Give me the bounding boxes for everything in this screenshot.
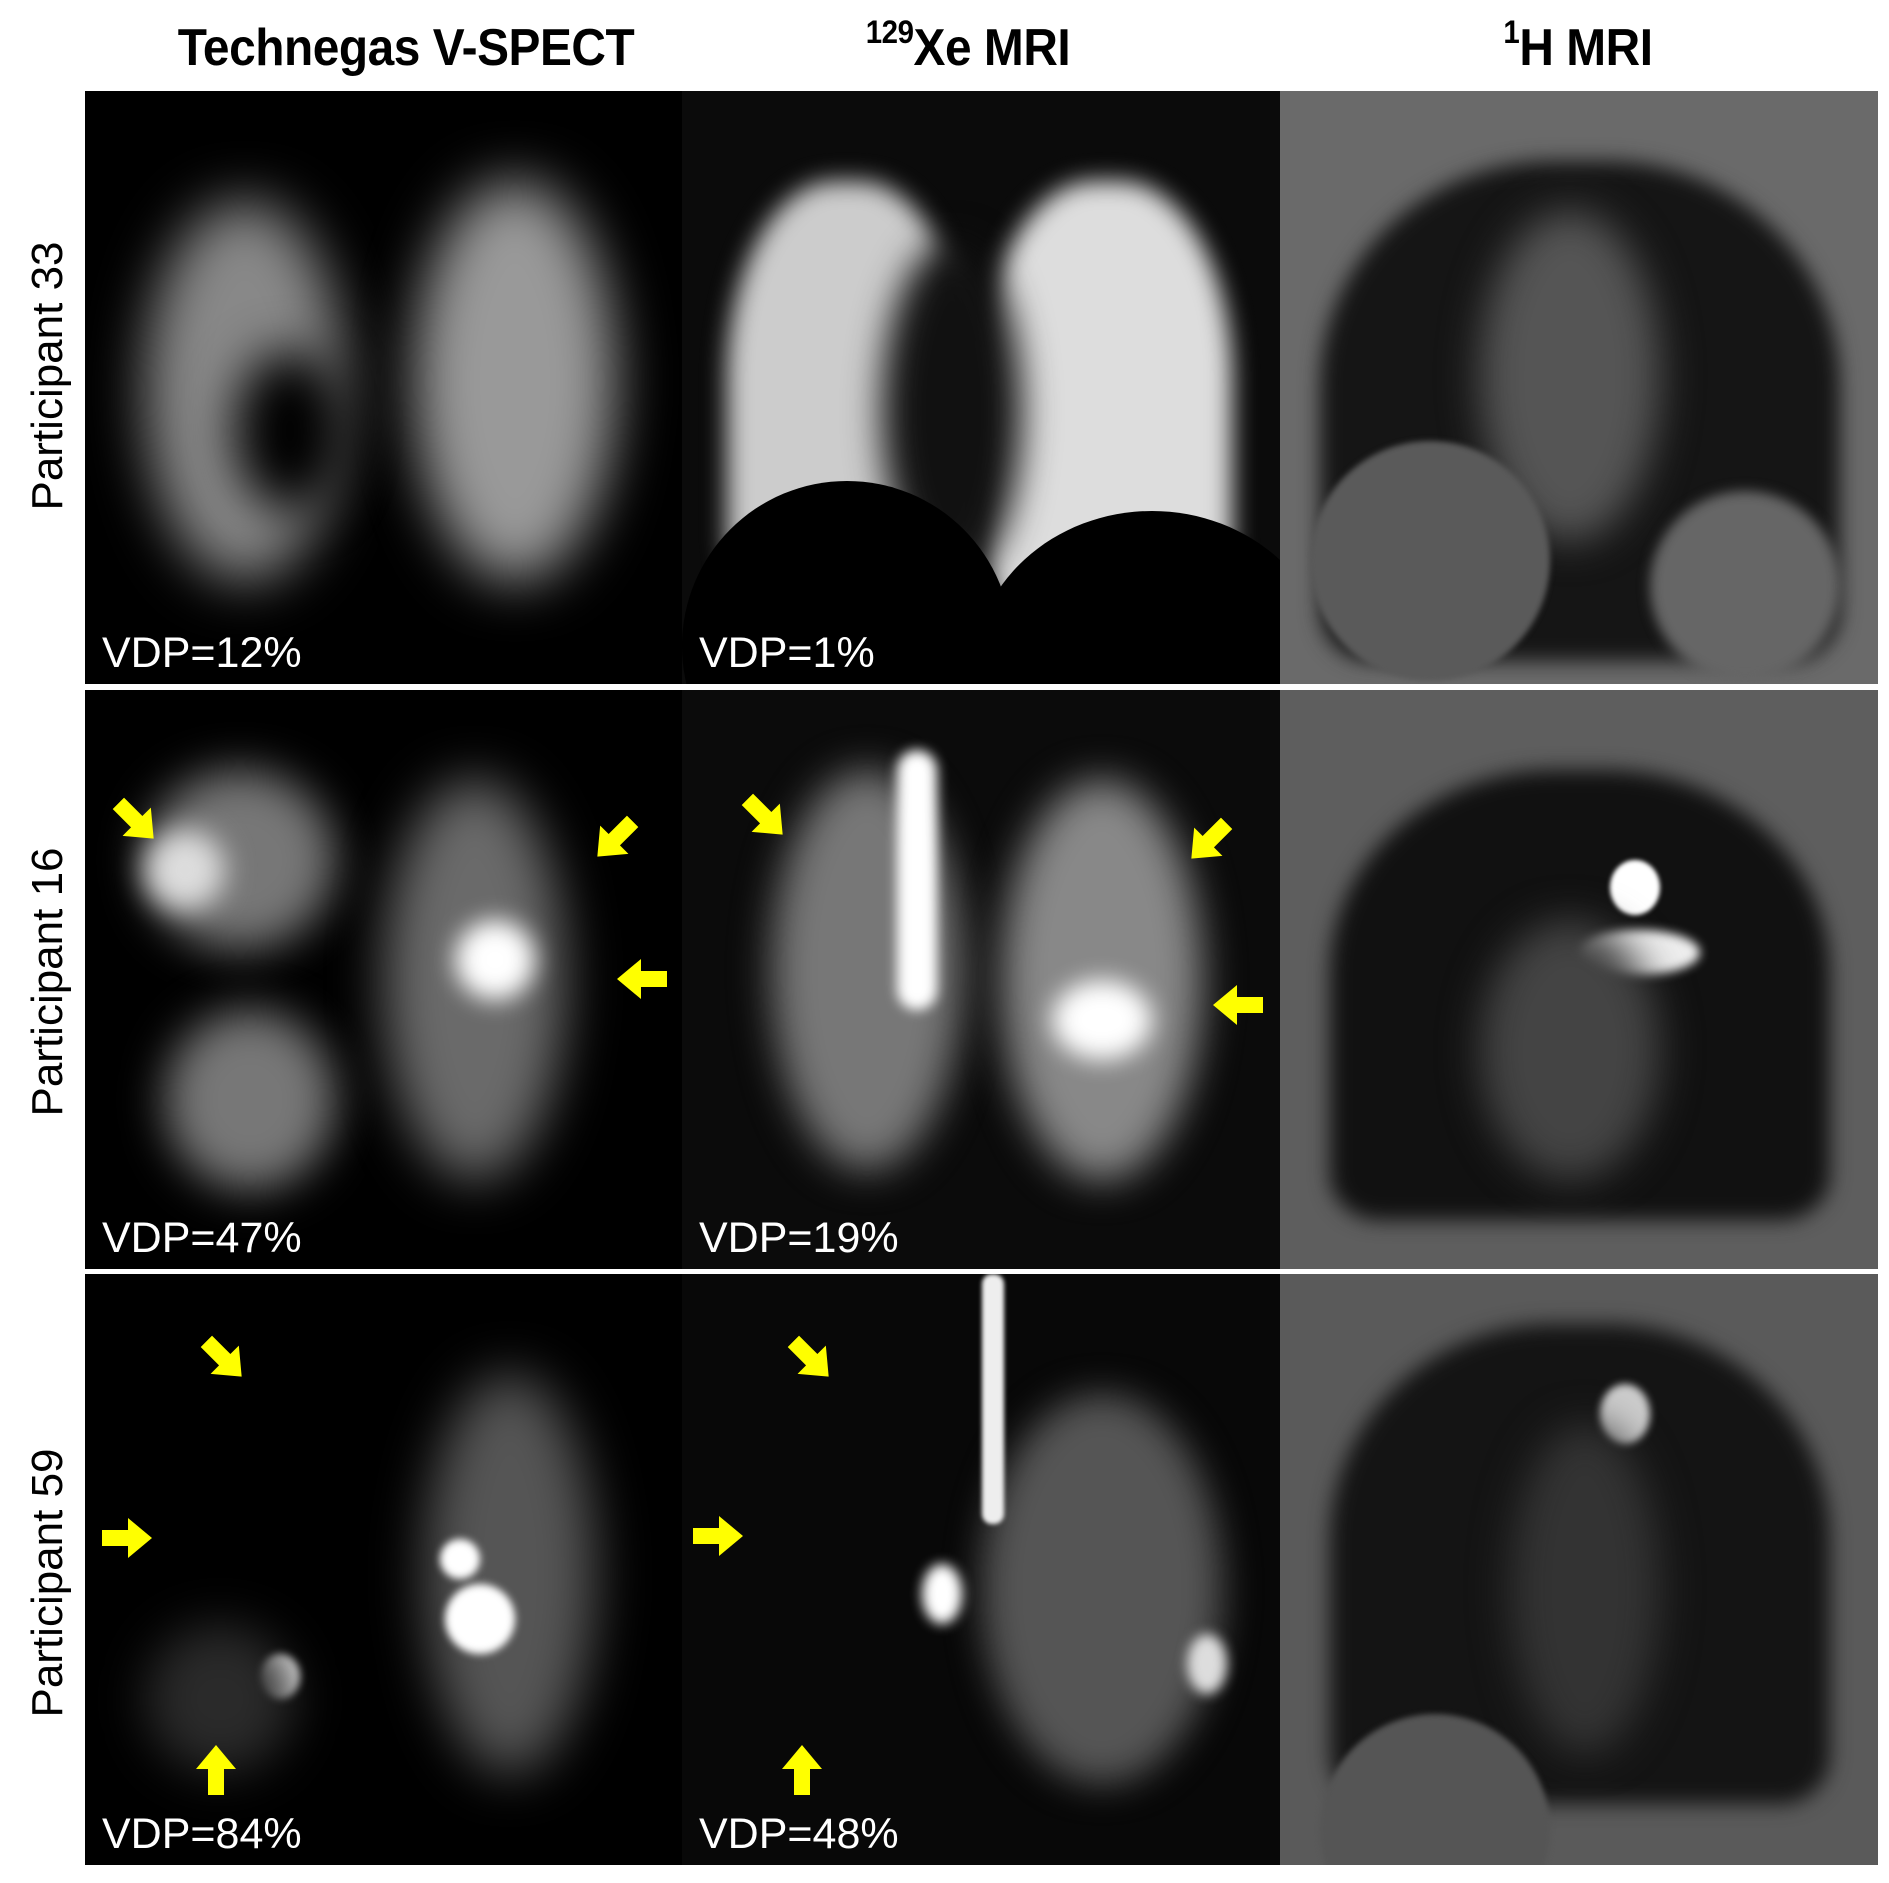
lung-left [145,1624,295,1774]
row-label-participant-33: Participant 33 [23,241,72,511]
hotspot [145,830,225,910]
hotspot [165,1010,335,1190]
stomach [1650,491,1840,681]
aorta [1610,860,1660,915]
title-text: Technegas V-SPECT [177,19,635,77]
hotspot [1187,1634,1227,1694]
yellow-arrow-icon [693,1516,743,1556]
row-separator [85,684,1878,690]
xe-mri-image-participant-59: VDP=48% [682,1274,1280,1865]
row-label-participant-16: Participant 16 [23,847,72,1117]
row-separator [85,1269,1878,1274]
lung-right [982,1394,1222,1784]
yellow-arrow-icon [617,959,667,999]
h-mri-image-participant-33 [1280,91,1878,684]
row-label-participant-59: Participant 59 [23,1448,72,1718]
hotspot [922,1564,962,1624]
trachea [897,750,937,1010]
vdp-label: VDP=1% [699,629,875,677]
liver [1310,441,1550,681]
yellow-arrow-icon [1177,809,1241,873]
yellow-arrow-icon [102,1518,152,1558]
hotspot [445,1584,515,1654]
h-mri-image-participant-16 [1280,690,1878,1269]
vdp-label: VDP=84% [102,1810,302,1858]
yellow-arrow-icon [196,1745,236,1795]
yellow-arrow-icon [583,807,647,871]
xe-mri-image-participant-33: VDP=1% [682,91,1280,684]
yellow-arrow-icon [192,1327,256,1391]
hotspot [455,920,535,1000]
mediastinum [1480,920,1660,1180]
yellow-arrow-icon [779,1327,843,1391]
h-mri-image-participant-59 [1280,1274,1878,1865]
column-title-h-mri: 1H MRI [1503,14,1653,78]
title-text: Xe MRI [913,19,1071,77]
vdp-label: VDP=48% [699,1810,899,1858]
column-title-xe-mri: 129Xe MRI [866,14,1071,78]
vdp-label: VDP=12% [102,629,302,677]
spect-image-participant-33: VDP=12% [85,91,682,684]
vdp-label: VDP=47% [102,1214,302,1262]
vdp-label: VDP=19% [699,1214,899,1262]
xe-mri-image-participant-16: VDP=19% [682,690,1280,1269]
yellow-arrow-icon [733,785,797,849]
yellow-arrow-icon [1213,985,1263,1025]
title-superscript: 129 [865,14,914,50]
title-text: H MRI [1519,19,1653,77]
mediastinum [1510,1424,1660,1754]
title-superscript: 1 [1503,14,1520,50]
hotspot [1052,980,1152,1060]
yellow-arrow-icon [782,1745,822,1795]
hotspot [440,1539,480,1579]
trachea [982,1274,1004,1524]
spect-image-participant-59: VDP=84% [85,1274,682,1865]
column-title-spect: Technegas V-SPECT [178,18,635,78]
spect-image-participant-16: VDP=47% [85,690,682,1269]
yellow-arrow-icon [104,789,168,853]
heart-shadow [235,351,345,511]
lung-right [415,181,615,581]
